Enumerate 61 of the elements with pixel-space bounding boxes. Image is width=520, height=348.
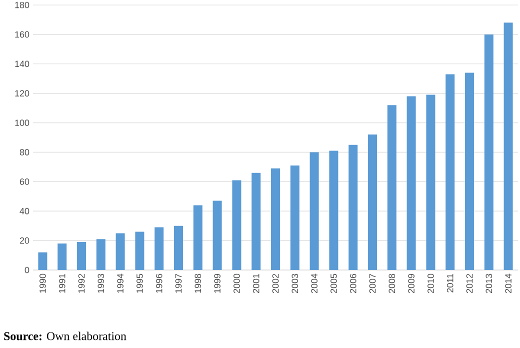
bar [426, 94, 436, 270]
bar [232, 180, 242, 270]
bar [212, 200, 222, 270]
y-tick-label: 180 [15, 2, 30, 8]
bar [387, 105, 396, 270]
bar [310, 152, 319, 270]
bar [465, 72, 474, 270]
bar [406, 96, 416, 270]
x-tick-label: 1990 [40, 274, 46, 293]
x-tick-label: 1995 [136, 274, 143, 293]
y-tick-label: 20 [20, 237, 30, 244]
x-tick-label: 1992 [78, 274, 85, 293]
x-tick-label: 2011 [446, 274, 454, 292]
bar [96, 239, 106, 270]
y-tick-label: 100 [15, 120, 30, 126]
bar [193, 205, 202, 270]
x-tick-label: 2001 [252, 274, 260, 294]
bar [116, 233, 125, 270]
x-tick-label: 2007 [369, 274, 376, 294]
bar [484, 34, 494, 270]
bar [290, 165, 300, 270]
y-tick-label: 120 [15, 90, 30, 97]
x-tick-label: 1994 [117, 274, 124, 293]
bar [329, 150, 338, 270]
x-tick-label: 1999 [214, 274, 220, 293]
y-tick-label: 40 [20, 208, 30, 214]
bar [504, 22, 513, 270]
bar [252, 172, 261, 270]
y-tick-label: 160 [15, 31, 30, 38]
bar [38, 252, 48, 270]
bar [154, 227, 164, 270]
bar [368, 134, 378, 270]
y-tick-label: 0 [24, 266, 30, 274]
x-tick-label: 2000 [234, 274, 240, 294]
bar [271, 168, 280, 270]
x-tick-label: 1996 [156, 274, 162, 293]
bar [348, 144, 358, 270]
x-tick-label: 1997 [175, 274, 182, 293]
x-tick-label: 2008 [388, 274, 396, 294]
x-tick-label: 2006 [350, 274, 356, 294]
x-tick-label: 2012 [466, 274, 473, 294]
bar [446, 74, 455, 270]
x-tick-label: 2010 [428, 274, 434, 294]
x-tick-label: 2005 [330, 274, 337, 294]
bar [58, 244, 67, 270]
x-tick-label: 2003 [292, 274, 298, 294]
bar [135, 232, 144, 270]
x-tick-label: 1993 [98, 274, 104, 293]
x-tick-label: 2014 [505, 274, 512, 294]
x-tick-label: 2002 [272, 274, 279, 294]
y-tick-label: 140 [15, 60, 30, 68]
x-tick-label: 1991 [58, 274, 66, 293]
x-tick-label: 2009 [408, 274, 414, 294]
y-tick-label: 60 [20, 178, 30, 185]
bar [77, 242, 86, 270]
text: Source: Own elaboration [4, 332, 126, 340]
x-tick-label: 2013 [486, 274, 492, 294]
bar [174, 226, 183, 270]
y-tick-label: 80 [20, 149, 30, 156]
x-tick-label: 1998 [194, 274, 202, 293]
x-tick-label: 2004 [311, 274, 318, 294]
